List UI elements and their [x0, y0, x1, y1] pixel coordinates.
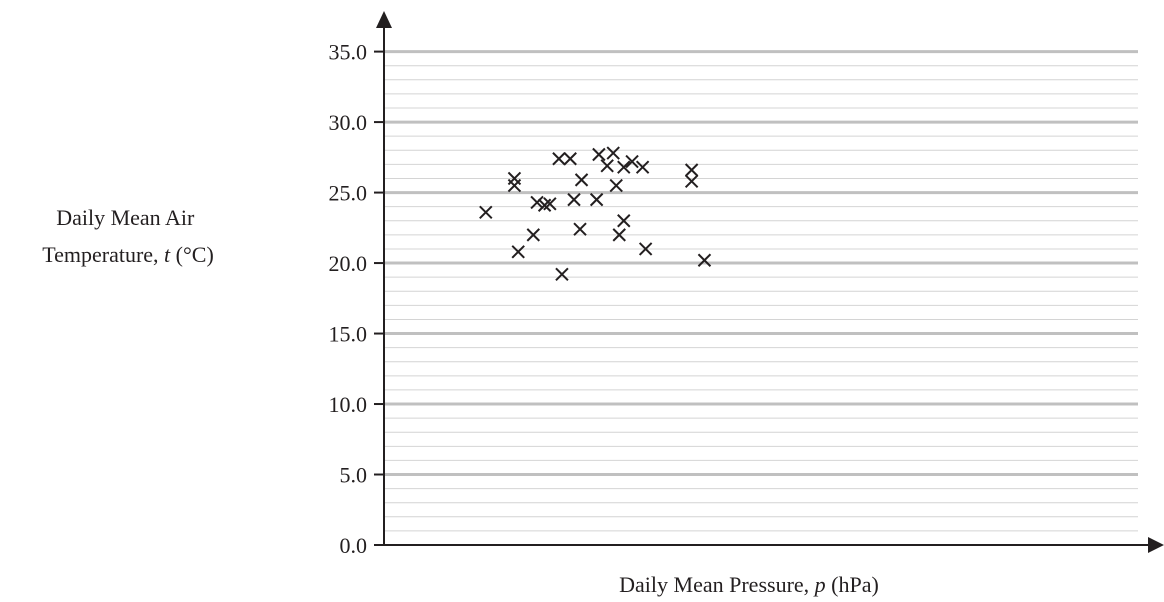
data-point: [530, 195, 544, 210]
y-tick-label: 25.0: [329, 181, 368, 206]
data-point: [573, 222, 587, 236]
y-axis-label: Daily Mean Air Temperature, t (°C): [42, 205, 214, 267]
y-tick-label: 30.0: [329, 110, 368, 135]
data-point: [592, 147, 606, 162]
data-point: [609, 178, 623, 193]
y-tick-label: 20.0: [329, 251, 368, 276]
data-point: [697, 253, 712, 267]
y-tick-label: 10.0: [329, 392, 368, 417]
y-tick-labels: 0.0 5.0 10.0 15.0 20.0 25.0 30.0 35.0: [329, 40, 368, 558]
data-point: [543, 197, 557, 211]
grid-lines: [384, 50, 1138, 532]
data-point: [606, 146, 620, 160]
y-tick-label: 0.0: [340, 533, 368, 558]
data-point: [552, 152, 566, 166]
data-point: [511, 245, 525, 259]
y-axis-arrow: [376, 11, 392, 28]
data-point: [617, 160, 631, 174]
data-point: [526, 228, 540, 242]
data-point: [600, 159, 614, 173]
x-axis-label: Daily Mean Pressure, p (hPa): [619, 572, 879, 597]
data-point: [617, 214, 631, 228]
y-tick-label: 15.0: [329, 322, 368, 347]
data-point: [589, 192, 604, 207]
data-point: [574, 173, 589, 187]
data-point: [563, 152, 577, 166]
data-point: [625, 154, 639, 169]
x-axis-arrow: [1148, 537, 1164, 553]
data-point: [635, 160, 650, 174]
data-points: [479, 146, 712, 282]
y-tick-label: 35.0: [329, 40, 368, 65]
y-tick-label: 5.0: [340, 463, 368, 488]
data-point: [567, 192, 581, 207]
data-point: [684, 163, 699, 177]
data-point: [555, 267, 569, 282]
data-point: [612, 228, 626, 242]
data-point: [479, 205, 493, 220]
data-point: [507, 178, 522, 193]
data-point: [684, 174, 699, 189]
axes: [374, 11, 1164, 553]
data-point: [638, 242, 653, 256]
